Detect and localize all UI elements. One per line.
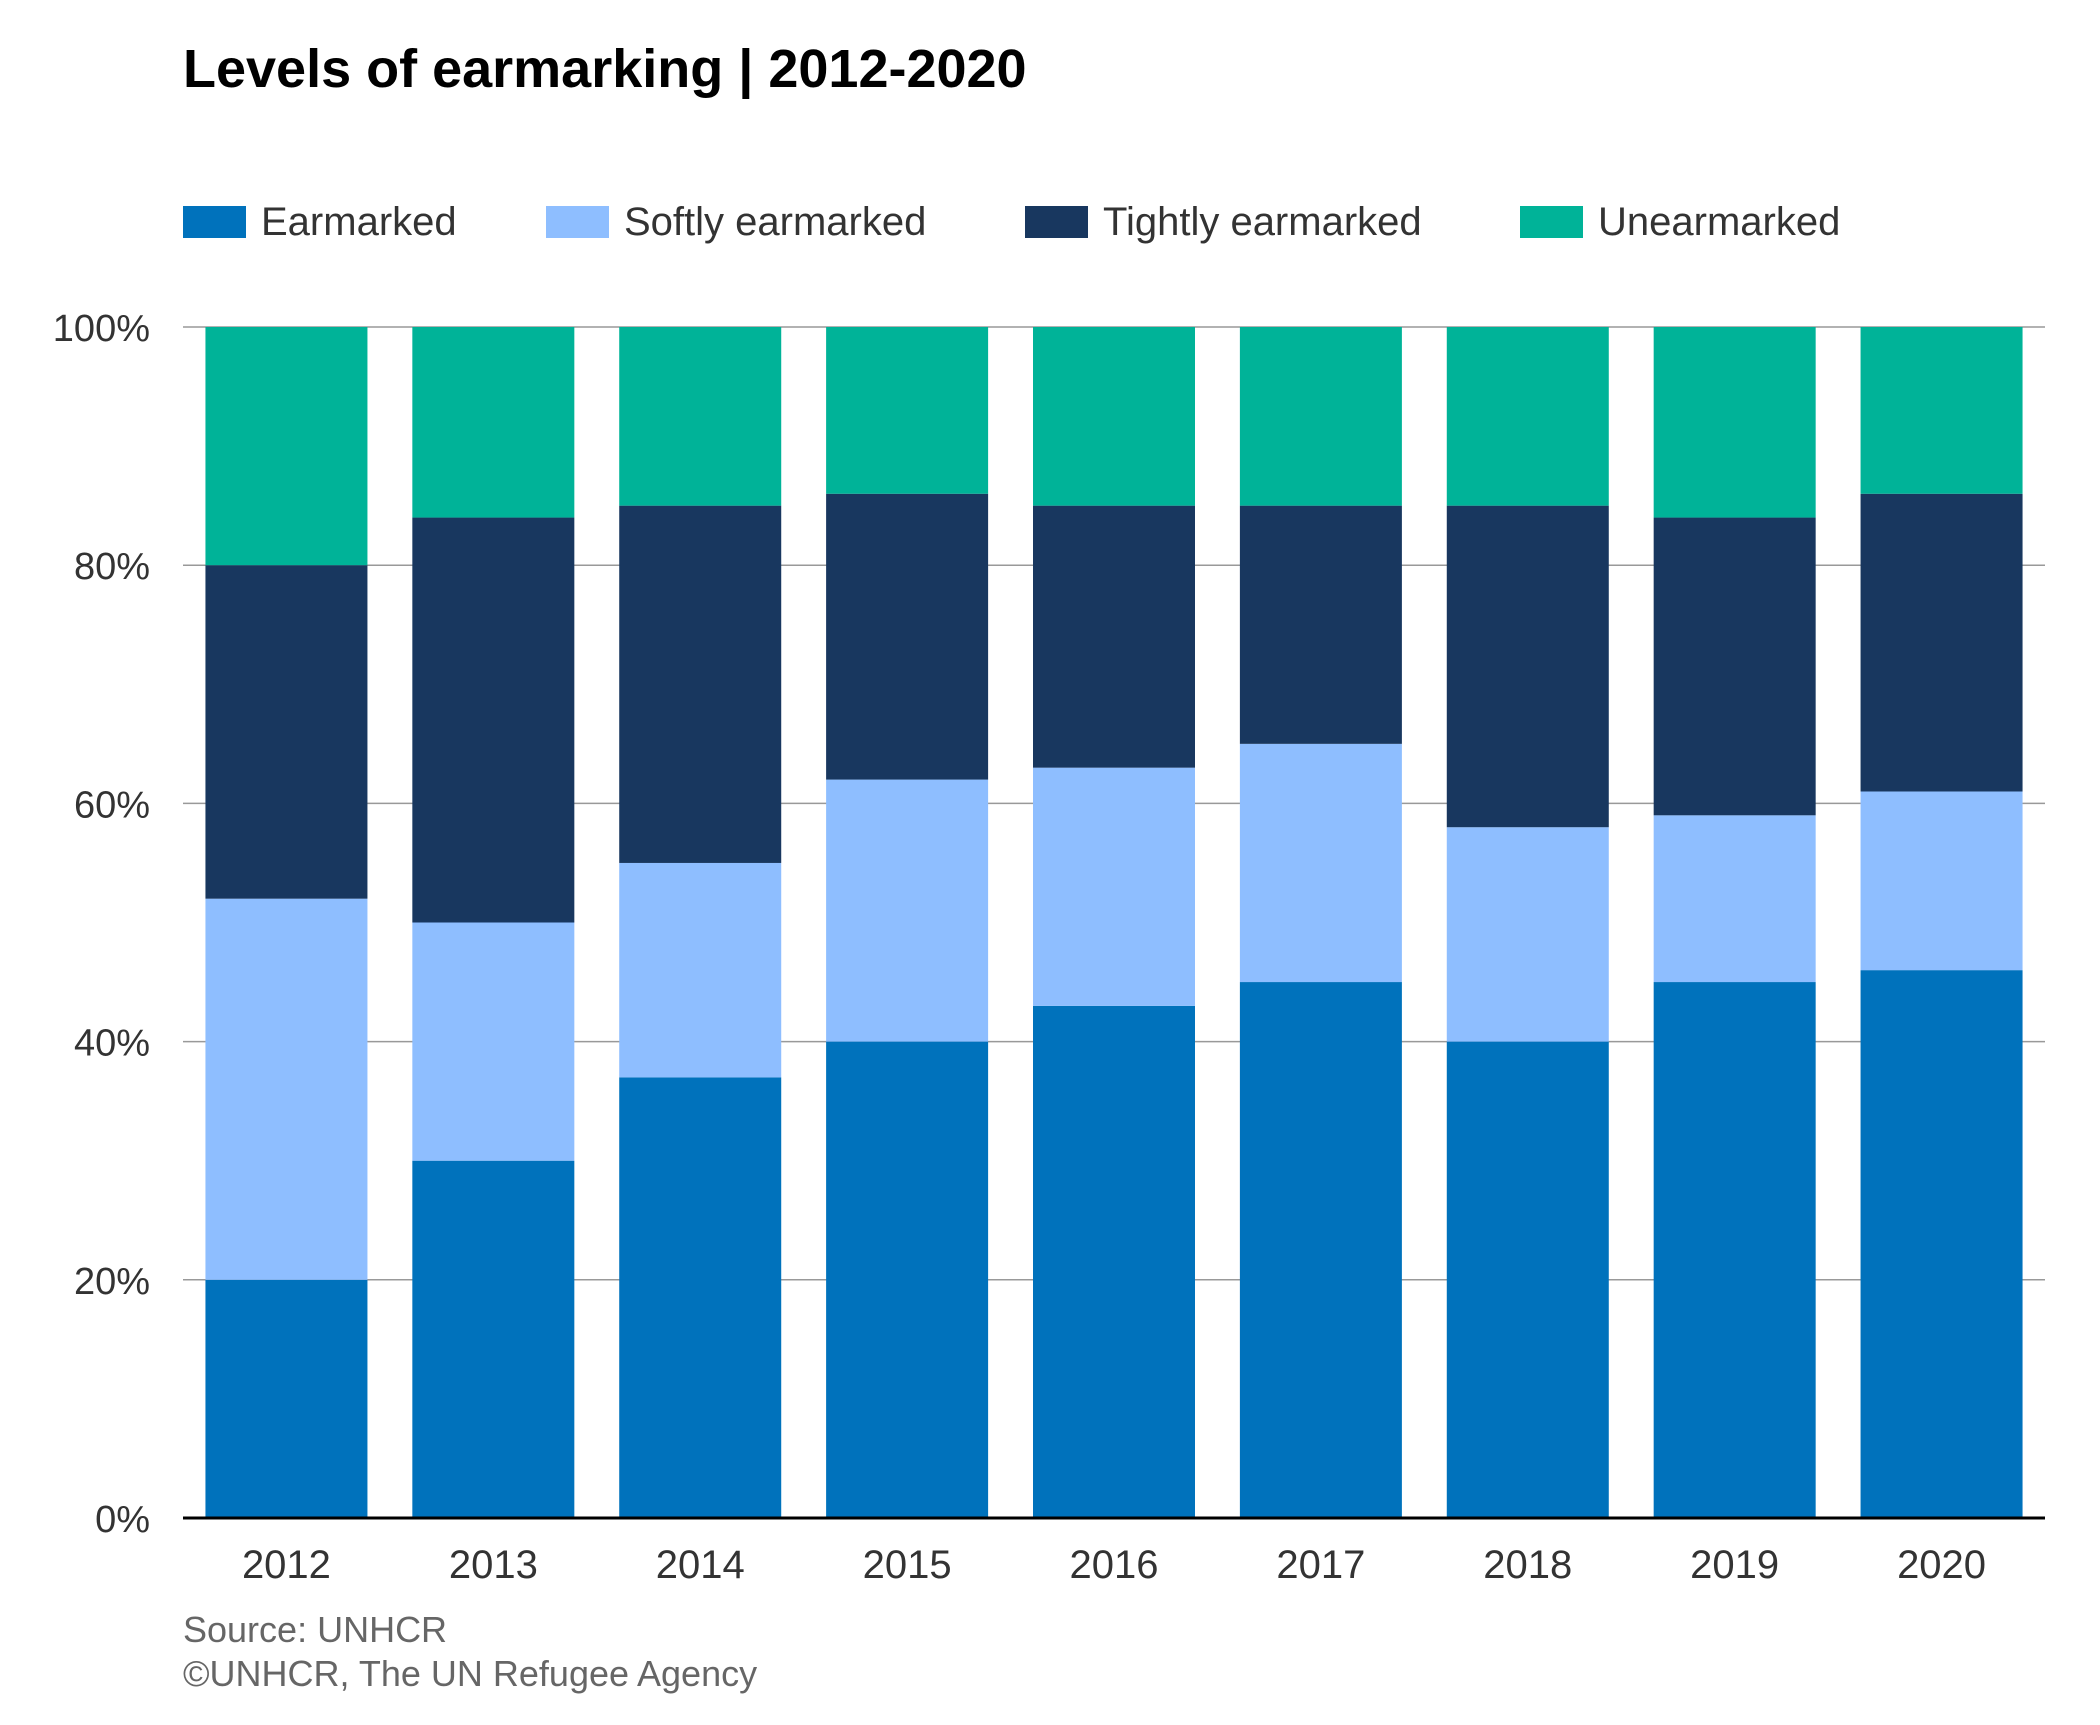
y-tick-label-40: 40% [74, 1023, 150, 1065]
credit-note: ©UNHCR, The UN Refugee Agency [183, 1653, 758, 1694]
source-note: Source: UNHCR [183, 1609, 448, 1650]
bar-earmarked-2019 [1653, 982, 1816, 1518]
x-tick-label-2020: 2020 [1897, 1543, 1986, 1587]
bar-softly-earmarked-2015 [826, 779, 989, 1042]
bar-unearmarked-2018 [1446, 327, 1609, 506]
bar-softly-earmarked-2020 [1860, 791, 2023, 971]
bar-softly-earmarked-2013 [412, 922, 575, 1161]
x-tick-label-2013: 2013 [449, 1543, 538, 1587]
bar-softly-earmarked-2017 [1239, 743, 1402, 983]
bar-softly-earmarked-2016 [1033, 767, 1195, 1006]
bar-earmarked-2018 [1446, 1041, 1609, 1518]
bar-tightly-earmarked-2015 [826, 493, 989, 780]
x-tick-label-2017: 2017 [1276, 1543, 1365, 1587]
x-tick-label-2016: 2016 [1070, 1543, 1159, 1587]
x-axis-tick-labels: 2012 2013 2014 2015 2016 2017 2018 2019 2020 [242, 1543, 1986, 1587]
legend-label-softly-earmarked: Softly earmarked [624, 200, 927, 244]
y-tick-label-80: 80% [74, 546, 150, 588]
bar-tightly-earmarked-2012 [205, 565, 368, 899]
bar-earmarked-2015 [826, 1041, 989, 1518]
chart-title: Levels of earmarking | 2012-2020 [183, 39, 1027, 99]
bar-tightly-earmarked-2016 [1033, 505, 1195, 768]
y-tick-label-0: 0% [95, 1499, 150, 1541]
legend-label-tightly-earmarked: Tightly earmarked [1103, 200, 1422, 244]
y-tick-label-20: 20% [74, 1261, 150, 1303]
bar-earmarked-2014 [619, 1077, 782, 1518]
legend-swatch-softly-earmarked [546, 206, 609, 238]
bar-tightly-earmarked-2013 [412, 517, 575, 923]
x-tick-label-2014: 2014 [656, 1543, 745, 1587]
legend-label-unearmarked: Unearmarked [1598, 200, 1841, 244]
bar-tightly-earmarked-2014 [619, 505, 782, 863]
bar-softly-earmarked-2014 [619, 862, 782, 1078]
bar-tightly-earmarked-2019 [1653, 517, 1816, 816]
bar-earmarked-2012 [205, 1279, 368, 1518]
bar-unearmarked-2017 [1239, 327, 1402, 506]
bar-unearmarked-2012 [205, 327, 368, 566]
legend-swatch-unearmarked [1520, 206, 1583, 238]
bar-tightly-earmarked-2018 [1446, 505, 1609, 828]
x-tick-label-2012: 2012 [242, 1543, 331, 1587]
legend-swatch-tightly-earmarked [1025, 206, 1088, 238]
bar-unearmarked-2015 [826, 327, 989, 494]
bar-unearmarked-2019 [1653, 327, 1816, 518]
bar-unearmarked-2016 [1033, 327, 1195, 506]
bar-earmarked-2016 [1033, 1005, 1195, 1518]
stacked-bar-chart: 0%20%40%60%80%100% 2012 2013 2014 2015 2016 2… [53, 308, 2045, 1587]
y-axis-tick-labels: 0% 20% 40% 60% 80% 100% [53, 308, 150, 1541]
bar-earmarked-2013 [412, 1160, 575, 1518]
bar-tightly-earmarked-2020 [1860, 493, 2023, 792]
y-tick-label-100: 100% [53, 308, 150, 350]
legend-label-earmarked: Earmarked [261, 200, 457, 244]
bar-unearmarked-2013 [412, 327, 575, 518]
legend-swatch-earmarked [183, 206, 246, 238]
x-tick-label-2015: 2015 [863, 1543, 952, 1587]
bar-earmarked-2017 [1239, 982, 1402, 1518]
bars [205, 327, 2023, 1518]
x-tick-label-2019: 2019 [1690, 1543, 1779, 1587]
bar-softly-earmarked-2019 [1653, 815, 1816, 983]
bar-softly-earmarked-2018 [1446, 827, 1609, 1042]
x-tick-label-2018: 2018 [1483, 1543, 1572, 1587]
y-tick-label-60: 60% [74, 784, 150, 826]
bar-tightly-earmarked-2017 [1239, 505, 1402, 744]
bar-softly-earmarked-2012 [205, 898, 368, 1280]
chart-footer: Source: UNHCR ©UNHCR, The UN Refugee Age… [183, 1608, 757, 1696]
bar-earmarked-2020 [1860, 970, 2023, 1518]
bar-unearmarked-2014 [619, 327, 782, 506]
bar-unearmarked-2020 [1860, 327, 2023, 494]
